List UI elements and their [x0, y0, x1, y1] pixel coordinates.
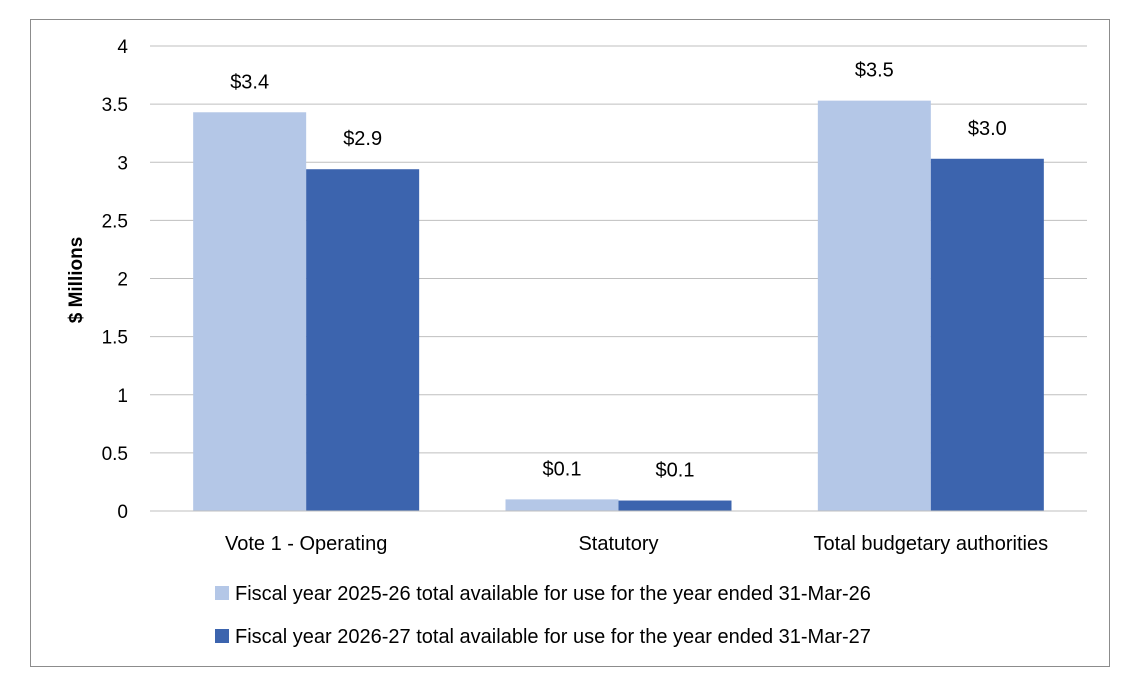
y-axis-ticks: 0 0.5 1 1.5 2 2.5 3 3.5 4 — [102, 37, 129, 523]
bar — [193, 112, 307, 511]
x-category-label: Statutory — [578, 533, 658, 555]
y-tick-label: 3 — [117, 153, 128, 174]
y-tick-label: 2.5 — [102, 211, 128, 232]
bars: $3.4 $2.9 $0.1 $0.1 $3.5 $3.0 — [193, 60, 1044, 511]
bar — [618, 500, 732, 511]
legend-entry: Fiscal year 2025-26 total available for … — [235, 583, 871, 605]
x-category-label: Total budgetary authorities — [814, 533, 1049, 555]
y-tick-label: 1 — [117, 386, 128, 407]
y-tick-label: 0 — [117, 502, 128, 523]
bar — [817, 100, 931, 511]
legend-swatch — [215, 586, 229, 600]
data-label: $0.1 — [656, 460, 695, 482]
bar — [306, 169, 420, 511]
y-tick-label: 0.5 — [102, 444, 128, 465]
x-category-label: Vote 1 - Operating — [225, 533, 387, 555]
data-label: $3.4 — [230, 71, 269, 93]
bar — [505, 499, 619, 511]
y-tick-label: 4 — [117, 37, 128, 58]
legend-swatch — [215, 629, 229, 643]
bar — [930, 158, 1044, 511]
y-tick-label: 3.5 — [102, 95, 128, 116]
legend-entry: Fiscal year 2026-27 total available for … — [235, 626, 871, 648]
data-label: $3.0 — [968, 118, 1007, 140]
y-tick-label: 2 — [117, 270, 128, 291]
legend: Fiscal year 2025-26 total available for … — [215, 583, 871, 648]
data-label: $2.9 — [343, 128, 382, 150]
data-label: $3.5 — [855, 60, 894, 82]
y-tick-label: 1.5 — [102, 328, 128, 349]
category-labels: Vote 1 - Operating Statutory Total budgeta… — [225, 533, 1048, 555]
y-axis-title: $ Millions — [66, 237, 87, 324]
data-label: $0.1 — [543, 458, 582, 480]
